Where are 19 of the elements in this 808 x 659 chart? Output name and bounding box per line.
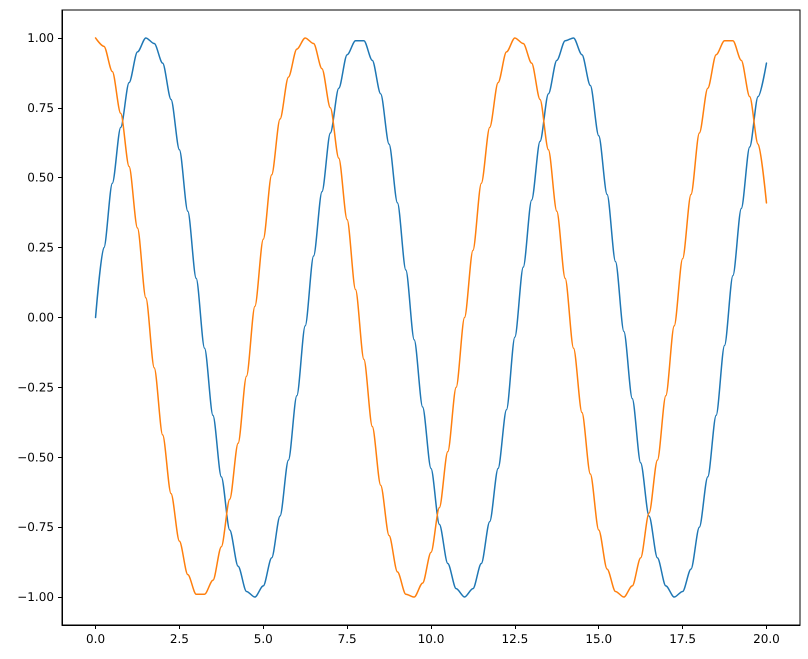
x-tick-label: 10.0 xyxy=(418,632,444,646)
x-tick-label: 12.5 xyxy=(502,632,528,646)
x-tick-label: 15.0 xyxy=(585,632,612,646)
x-tick-label: 2.5 xyxy=(170,632,189,646)
x-tick-label: 7.5 xyxy=(338,632,357,646)
x-tick-label: 17.5 xyxy=(669,632,696,646)
x-tick-label: 20.0 xyxy=(753,632,780,646)
y-tick-label: 0.75 xyxy=(27,100,54,115)
x-tick-label: 5.0 xyxy=(254,632,273,646)
y-tick-label: −1.00 xyxy=(17,590,54,604)
y-tick-label: 0.25 xyxy=(27,240,54,255)
y-tick-label: −0.50 xyxy=(17,450,54,464)
line-series xyxy=(94,37,768,598)
y-tick-label: 1.00 xyxy=(27,30,54,45)
y-tick-label: 0.50 xyxy=(27,170,54,185)
y-tick-label: 0.00 xyxy=(27,310,54,324)
y-tick-label: −0.25 xyxy=(17,380,54,394)
y-tick-label: −0.75 xyxy=(17,520,54,534)
x-tick-label: 0.0 xyxy=(86,632,106,646)
